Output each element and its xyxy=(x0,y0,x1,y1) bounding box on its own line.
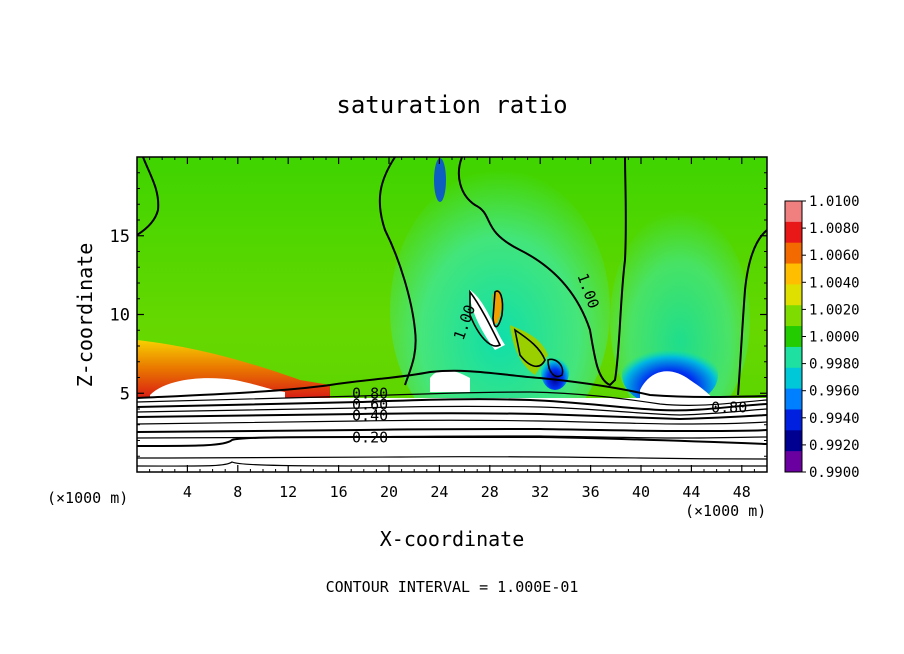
y-tick-label: 5 xyxy=(120,384,130,404)
x-tick-label: 16 xyxy=(330,483,348,501)
colorbar-swatch xyxy=(785,326,802,348)
colorbar-label: 1.0060 xyxy=(809,248,860,264)
x-axis-label: X-coordinate xyxy=(380,527,525,551)
x-tick-label: 4 xyxy=(183,483,192,501)
chart-title: saturation ratio xyxy=(336,91,567,119)
colorbar-swatch xyxy=(785,221,802,244)
x-tick-label: 28 xyxy=(481,483,499,501)
y-axis-ticks: 5 10 15 xyxy=(110,172,767,457)
x-tick-label: 44 xyxy=(682,483,700,501)
colorbar-swatch xyxy=(785,284,802,306)
contour-label: 0.40 xyxy=(352,406,388,424)
colorbar-label: 1.0000 xyxy=(809,330,860,346)
colorbar-swatch xyxy=(785,305,802,327)
colorbar-swatch xyxy=(785,409,802,431)
colorbar-label: 0.9960 xyxy=(809,384,860,400)
y-tick-label: 10 xyxy=(110,306,130,326)
x-tick-label: 12 xyxy=(279,483,297,501)
colorbar-label: 1.0020 xyxy=(809,302,860,318)
heatmap-field xyxy=(137,157,767,472)
contour-label: 0.20 xyxy=(352,428,388,446)
colorbar: 1.0100 1.0080 1.0060 1.0040 1.0020 1.0000 0.99… xyxy=(784,194,860,481)
y-axis-label: Z-coordinate xyxy=(73,243,97,388)
z-unit-label: (×1000 m) xyxy=(47,489,128,507)
contour-label: 0.80 xyxy=(352,384,388,402)
colorbar-label: 0.9980 xyxy=(809,357,860,373)
colorbar-label: 0.9940 xyxy=(809,411,860,427)
x-tick-label: 48 xyxy=(733,483,751,501)
x-tick-label: 20 xyxy=(380,483,398,501)
colorbar-swatch xyxy=(785,367,802,390)
colorbar-swatch xyxy=(785,201,802,223)
contour-label: 0.80 xyxy=(711,398,747,416)
colorbar-label: 1.0040 xyxy=(809,275,860,291)
colorbar-label: 0.9900 xyxy=(809,465,860,481)
colorbar-label: 1.0100 xyxy=(809,194,860,210)
y-tick-label: 15 xyxy=(110,227,130,247)
colorbar-swatch xyxy=(785,388,802,410)
x-tick-label: 36 xyxy=(582,483,600,501)
colorbar-swatch xyxy=(785,451,802,473)
x-tick-label: 32 xyxy=(531,483,549,501)
contour-interval-note: CONTOUR INTERVAL = 1.000E-01 xyxy=(326,578,579,596)
x-unit-label: (×1000 m) xyxy=(685,502,766,520)
x-tick-label: 8 xyxy=(233,483,242,501)
colorbar-label: 0.9920 xyxy=(809,438,860,454)
colorbar-label: 1.0080 xyxy=(809,221,860,237)
colorbar-swatch xyxy=(785,346,802,369)
x-tick-label: 24 xyxy=(430,483,448,501)
x-tick-label: 40 xyxy=(632,483,650,501)
x-axis-ticks: 4 8 12 16 20 24 28 32 36 40 44 48 xyxy=(149,157,755,501)
colorbar-swatch xyxy=(785,430,802,452)
colorbar-swatch xyxy=(785,242,802,265)
contour-label: 0.60 xyxy=(352,395,388,413)
colorbar-swatch xyxy=(785,263,802,285)
